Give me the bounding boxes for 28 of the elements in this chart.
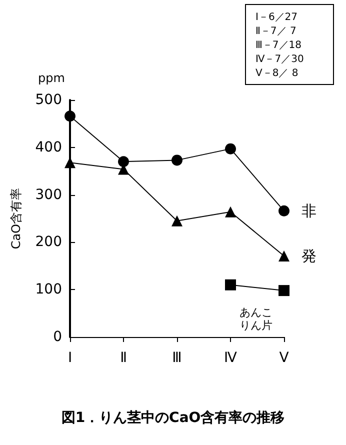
point: [225, 279, 236, 290]
x-tick-label: Ⅲ: [172, 350, 182, 366]
y-axis-title: CaO含有率: [9, 188, 23, 250]
series-label: 非: [302, 202, 316, 220]
point: [278, 250, 290, 262]
y-tick-label: 0: [53, 329, 62, 345]
point: [278, 285, 290, 296]
text: Ⅰ－6／27 Ⅱ－7／ 7 Ⅲ－7／18 Ⅳ－7／30 Ⅴ－8／ 8: [256, 12, 304, 79]
y-tick-label: 500: [35, 92, 62, 108]
point: [225, 206, 236, 218]
x-tick-label: Ⅴ: [279, 350, 290, 366]
text: ppm: [38, 71, 65, 85]
y-tick-label: 200: [35, 234, 62, 250]
y-tick-label: 300: [35, 186, 62, 203]
y-tick-label: 100: [35, 282, 62, 298]
y-tick-label: 400: [35, 139, 62, 156]
x-tick-label: Ⅳ: [224, 350, 238, 366]
point: [172, 215, 182, 226]
series-label: あんこりん片: [240, 306, 272, 332]
text: 図1．りん茎中のCaO含有率の推移: [61, 409, 285, 426]
x-tick-label: Ⅱ: [120, 350, 127, 366]
point: [64, 110, 76, 122]
x-tick-label: Ⅰ: [68, 350, 72, 366]
point: [225, 143, 236, 154]
point: [118, 156, 129, 168]
point: [172, 154, 182, 166]
series-label: 発: [302, 246, 316, 265]
point: [278, 205, 290, 216]
